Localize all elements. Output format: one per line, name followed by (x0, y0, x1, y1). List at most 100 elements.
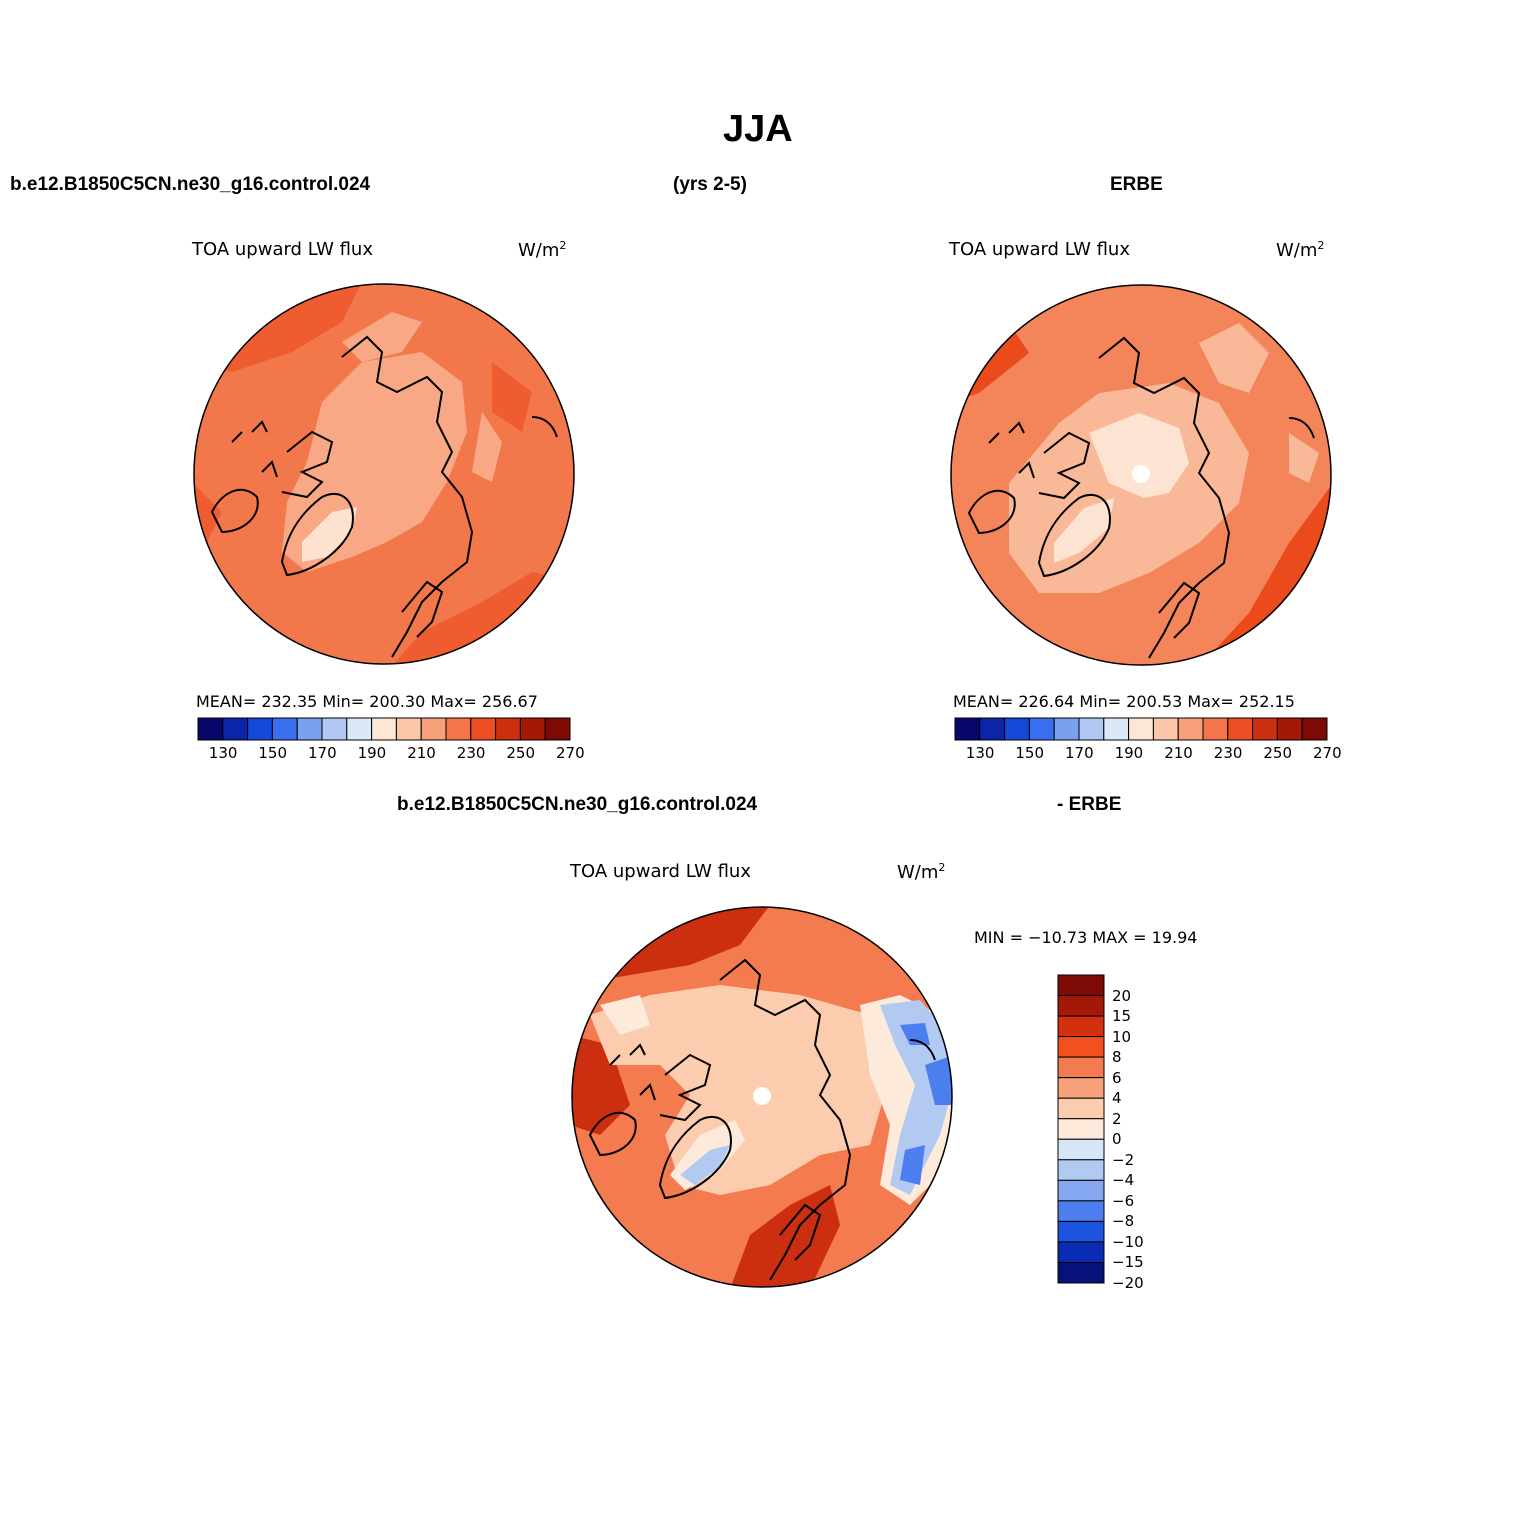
colorbar-swatch (296, 717, 323, 741)
colorbar-tick-label: −4 (1112, 1171, 1135, 1190)
colorbar-tick-label: 270 (556, 744, 585, 762)
obs-polar-map (950, 284, 1332, 666)
colorbar-tick-label: 6 (1112, 1068, 1122, 1087)
model-colorbar (197, 717, 571, 741)
colorbar-tick-label: 210 (407, 744, 436, 762)
colorbar-swatch (1057, 1179, 1105, 1202)
colorbar-swatch (954, 717, 981, 741)
coastlines (210, 335, 558, 658)
colorbar-tick-label: 170 (308, 744, 337, 762)
figure-title: JJA (723, 108, 793, 150)
colorbar-swatch (1057, 1015, 1105, 1038)
diff-colorbar (1057, 974, 1105, 1284)
map-fill-blue-light (680, 1000, 952, 1195)
map-fill-light (1054, 413, 1189, 563)
colorbar-tick-label: 20 (1112, 986, 1132, 1005)
colorbar-swatch (1057, 1056, 1105, 1079)
model-polar-map (193, 283, 575, 665)
colorbar-swatch (1057, 1220, 1105, 1243)
colorbar-tick-label: 130 (965, 744, 995, 762)
coastlines (588, 958, 936, 1281)
colorbar-tick-label: −10 (1112, 1232, 1144, 1251)
diff-units-label: W/m2 (897, 861, 946, 883)
colorbar-tick-label: 190 (357, 744, 387, 762)
colorbar-tick-label: −6 (1112, 1191, 1135, 1210)
colorbar-tick-label: 15 (1112, 1007, 1132, 1026)
colorbar-swatch (1301, 717, 1328, 741)
colorbar-swatch (1057, 1036, 1105, 1058)
colorbar-tick-label: −8 (1112, 1212, 1135, 1231)
colorbar-tick-label: 230 (456, 744, 486, 762)
colorbar-tick-label: 10 (1112, 1027, 1132, 1046)
colorbar-tick-label: −2 (1112, 1150, 1135, 1169)
model-units-label: W/m2 (518, 239, 567, 261)
map-fill-pale (600, 995, 952, 1205)
colorbar-tick-label: 150 (1015, 744, 1045, 762)
diff-variable-label: TOA upward LW flux (570, 861, 751, 882)
colorbar-tick-label: 150 (258, 744, 288, 762)
colorbar-swatch (1053, 717, 1080, 741)
colorbar-tick-label: 230 (1213, 744, 1243, 762)
colorbar-tick-label: 4 (1112, 1089, 1122, 1108)
colorbar-swatch (1057, 1241, 1105, 1263)
colorbar-swatch (371, 717, 397, 741)
map-fill-light (590, 985, 890, 1195)
colorbar-swatch (395, 717, 422, 741)
colorbar-swatch (321, 717, 348, 741)
colorbar-swatch (1152, 717, 1179, 741)
obs-stats-label: MEAN= 226.64 Min= 200.53 Max= 252.15 (953, 692, 1295, 711)
pole-hole (1132, 465, 1150, 483)
colorbar-swatch (1028, 717, 1055, 741)
coastlines (967, 336, 1315, 659)
colorbar-tick-label: 250 (1263, 744, 1293, 762)
colorbar-swatch (979, 717, 1006, 741)
colorbar-swatch (271, 717, 298, 741)
colorbar-swatch (1078, 717, 1105, 741)
colorbar-swatch (1057, 974, 1105, 997)
colorbar-swatch (1057, 1077, 1105, 1099)
colorbar-swatch (1057, 1138, 1105, 1161)
colorbar-tick-label: −20 (1112, 1274, 1144, 1292)
diff-obs-name-label: - ERBE (1057, 794, 1122, 815)
obs-name-label: ERBE (1110, 174, 1163, 195)
period-label: (yrs 2-5) (673, 174, 747, 195)
colorbar-swatch (1004, 717, 1030, 741)
colorbar-tick-label: 0 (1112, 1130, 1122, 1149)
colorbar-tick-label: 210 (1164, 744, 1193, 762)
colorbar-tick-label: 170 (1065, 744, 1094, 762)
colorbar-swatch (1057, 995, 1105, 1017)
colorbar-tick-label: 130 (208, 744, 238, 762)
map-fill-blue (900, 1023, 952, 1185)
colorbar-tick-label: 190 (1114, 744, 1144, 762)
colorbar-swatch (1103, 717, 1130, 741)
colorbar-tick-label: 250 (506, 744, 536, 762)
diff-polar-map (571, 906, 953, 1288)
colorbar-swatch (1227, 717, 1254, 741)
colorbar-swatch (222, 717, 249, 741)
colorbar-swatch (1057, 1118, 1105, 1140)
map-fill-light (302, 507, 357, 562)
colorbar-swatch (470, 717, 497, 741)
colorbar-swatch (544, 717, 571, 741)
colorbar-swatch (1276, 717, 1303, 741)
model-variable-label: TOA upward LW flux (192, 239, 373, 260)
obs-variable-label: TOA upward LW flux (949, 239, 1130, 260)
colorbar-swatch (1177, 717, 1204, 741)
colorbar-swatch (1057, 1097, 1105, 1120)
model-stats-label: MEAN= 232.35 Min= 200.30 Max= 256.67 (196, 692, 538, 711)
colorbar-swatch (346, 717, 373, 741)
pole-hole (753, 1087, 771, 1105)
colorbar-swatch (1202, 717, 1229, 741)
colorbar-swatch (197, 717, 224, 741)
colorbar-swatch (519, 717, 546, 741)
colorbar-tick-label: 270 (1313, 744, 1342, 762)
colorbar-swatch (1252, 717, 1278, 741)
colorbar-swatch (445, 717, 472, 741)
colorbar-swatch (247, 717, 273, 741)
colorbar-tick-label: 8 (1112, 1048, 1122, 1067)
diff-case-name-label: b.e12.B1850C5CN.ne30_g16.control.024 (397, 794, 758, 815)
colorbar-swatch (495, 717, 521, 741)
colorbar-swatch (1057, 1261, 1105, 1284)
diff-stats-label: MIN = −10.73 MAX = 19.94 (974, 928, 1198, 947)
colorbar-swatch (1128, 717, 1154, 741)
